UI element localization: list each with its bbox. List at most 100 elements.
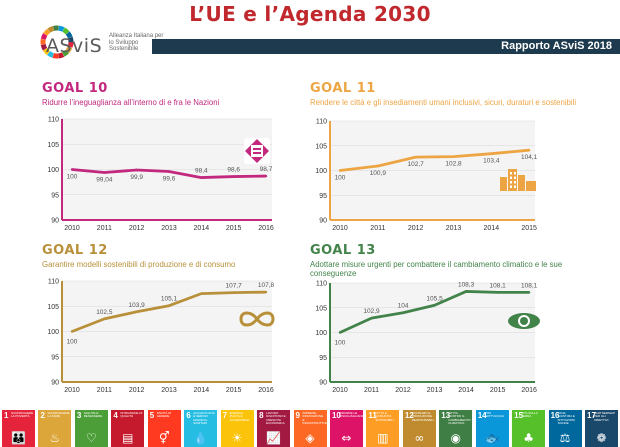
unequal-icon: ⇔ <box>341 431 352 445</box>
sdg-tile-label: VITA SOTT'ACQUA <box>484 411 504 419</box>
y-tick-label: 95 <box>51 354 59 361</box>
x-tick-label: 2015 <box>226 387 242 394</box>
x-tick-label: 2013 <box>161 387 177 394</box>
data-point <box>103 317 106 321</box>
goal-10-chart: 90 95 100 105 110 2010 2011 2012 2013 2014 2015 201… <box>47 117 274 233</box>
sdg-tile-10: 10 RIDURRE LE DISUGUAGLIANZE ⇔ <box>329 410 366 447</box>
y-tick-label: 90 <box>319 218 327 225</box>
goal-12-panel: GOAL 12 Garantire modelli sostenibili di… <box>42 243 312 413</box>
y-tick-label: 100 <box>315 330 327 337</box>
data-label: 99,04 <box>96 177 113 184</box>
sdg-tile-4: 4 ISTRUZIONE DI QUALITÀ ▤ <box>111 410 145 447</box>
data-point <box>433 304 436 307</box>
report-banner: Rapporto ASviS 2018 <box>152 39 620 54</box>
sdg-tile-label: IMPRESE, INNOVAZIONE E INFRASTRUTTURE <box>302 411 330 426</box>
sdg-tile-label: SCONFIGGERE LA FAME <box>47 411 70 419</box>
data-label: 108,1 <box>489 282 506 289</box>
sdg-tile-9: 9 IMPRESE, INNOVAZIONE E INFRASTRUTTURE ◈ <box>293 410 330 447</box>
data-point <box>527 149 531 152</box>
sdg-tile-number: 5 <box>149 411 155 420</box>
sdg-tile-number: 10 <box>331 411 341 420</box>
data-label: 108,3 <box>458 281 475 288</box>
data-label: 104,1 <box>521 154 538 161</box>
y-tick-label: 105 <box>47 304 59 311</box>
y-tick-label: 90 <box>51 218 59 225</box>
sdg-tile-label: LOTTA CONTRO IL CAMBIAMENTO CLIMATICO <box>448 411 471 426</box>
sdg-tile-12: 12 CONSUMO E PRODUZIONE RESPONSABILI ∞ <box>402 410 436 447</box>
y-tick-label: 90 <box>51 380 59 387</box>
data-point <box>496 291 499 294</box>
sdg-tile-number: 9 <box>295 411 300 420</box>
sdg-tile-7: 7 ENERGIA PULITA E ACCESSIBILE ☀ <box>220 410 254 447</box>
x-tick-label: 2014 <box>194 225 210 232</box>
sdg-tile-label: PARTNERSHIP PER GLI OBIETTIVI <box>594 411 616 422</box>
data-point <box>527 291 531 294</box>
page-title: L’UE e l’Agenda 2030 <box>189 2 431 26</box>
data-label: 102,7 <box>408 161 425 168</box>
sdg-tile-17: 17 PARTNERSHIP PER GLI OBIETTIVI ❁ <box>585 410 618 447</box>
goal-title: GOAL 11 <box>310 81 376 96</box>
sdg-tile-15: 15 VITA SULLA TERRA ♣ <box>512 410 546 447</box>
goal-13-chart: 90 95 100 105 110 2010 2011 2012 2013 2014 2015 201… <box>315 281 540 394</box>
x-tick-label: 2012 <box>395 387 411 394</box>
goal-description: Ridurre l’ineguaglianza all’interno di e… <box>42 98 220 107</box>
eye-globe-icon <box>508 313 540 329</box>
eye-globe-icon: ◉ <box>450 431 461 445</box>
goal-11-chart: 90 95 100 105 110 2010 2011 2012 2013 2014 2015 100… <box>315 119 538 233</box>
x-tick-label: 2011 <box>97 225 112 232</box>
sdg-tile-number: 11 <box>368 411 377 420</box>
cubes-icon: ◈ <box>305 431 315 445</box>
data-point <box>70 330 74 333</box>
sdg-tile-label: ENERGIA PULITA E ACCESSIBILE <box>229 411 250 422</box>
sdg-tile-number: 7 <box>222 411 228 420</box>
sdg-tile-number: 13 <box>441 411 451 420</box>
sdg-tile-number: 6 <box>186 411 191 420</box>
sdg-tile-11: 11 CITTÀ E COMUNITÀ SOSTENIBILI ▥ <box>366 410 400 447</box>
heartbeat-icon: ♡ <box>85 431 97 445</box>
goal-description: Rendere le città e gli insediamenti uman… <box>310 98 577 107</box>
goal-10-panel: GOAL 10 Ridurre l’ineguaglianza all’inte… <box>42 81 312 251</box>
data-point <box>167 304 171 307</box>
data-point <box>338 331 342 334</box>
data-point <box>490 152 493 155</box>
sdg-tile-1: 1 SCONFIGGERE LA POVERTÀ 👪 <box>2 410 35 447</box>
data-point <box>135 168 138 172</box>
sdg-tile-label: PARITÀ DI GENERE <box>156 411 172 419</box>
goal-title: GOAL 12 <box>42 243 108 258</box>
logo-subtitle: Alleanza Italiana per lo Sviluppo Sosten… <box>109 33 164 53</box>
sdg-tile-label: ISTRUZIONE DI QUALITÀ <box>120 411 143 419</box>
data-point <box>414 155 417 159</box>
sdg-tile-number: 12 <box>404 411 414 420</box>
data-label: 100,9 <box>370 170 387 177</box>
data-label: 105,1 <box>161 296 178 303</box>
goal-11-panel: GOAL 11 Rendere le città e gli insediame… <box>310 81 580 251</box>
dove-icon: ⚖ <box>559 431 571 445</box>
data-label: 100 <box>67 339 78 346</box>
x-tick-label: 2012 <box>408 225 424 232</box>
x-tick-label: 2010 <box>332 225 348 232</box>
data-label: 102,9 <box>363 308 380 315</box>
sdg-tile-label: RIDURRE LE DISUGUAGLIANZE <box>338 411 366 419</box>
x-tick-label: 2011 <box>370 225 385 232</box>
sdg-tile-14: 14 VITA SOTT'ACQUA 🐟 <box>475 410 509 447</box>
goal-title: GOAL 13 <box>310 243 376 258</box>
goal-13-panel: GOAL 13 Adottare misure urgenti per comb… <box>310 243 580 413</box>
sdg-tile-2: 2 SCONFIGGERE LA FAME ♨ <box>38 410 72 447</box>
data-label: 99,6 <box>163 176 176 183</box>
sdg-tile-number: 14 <box>477 411 487 420</box>
growth-chart-icon: 📈 <box>266 431 282 445</box>
sdg-tile-number: 17 <box>587 411 596 420</box>
data-label: 103,9 <box>129 302 146 309</box>
x-tick-label: 2010 <box>64 225 80 232</box>
rings-icon: ❁ <box>596 431 607 445</box>
sdg-tile-number: 3 <box>76 411 82 420</box>
y-tick-label: 95 <box>319 355 327 362</box>
y-tick-label: 105 <box>47 142 59 149</box>
water-drop-icon: 💧 <box>193 431 209 445</box>
sdg-tile-label: LAVORO DIGNITOSO E CRESCITA ECONOMICA <box>266 411 286 426</box>
x-tick-label: 2013 <box>161 225 177 232</box>
y-tick-label: 105 <box>315 305 327 312</box>
x-tick-label: 2015 <box>521 225 537 232</box>
series-line <box>339 148 530 172</box>
tree-bird-icon: ♣ <box>523 431 534 445</box>
